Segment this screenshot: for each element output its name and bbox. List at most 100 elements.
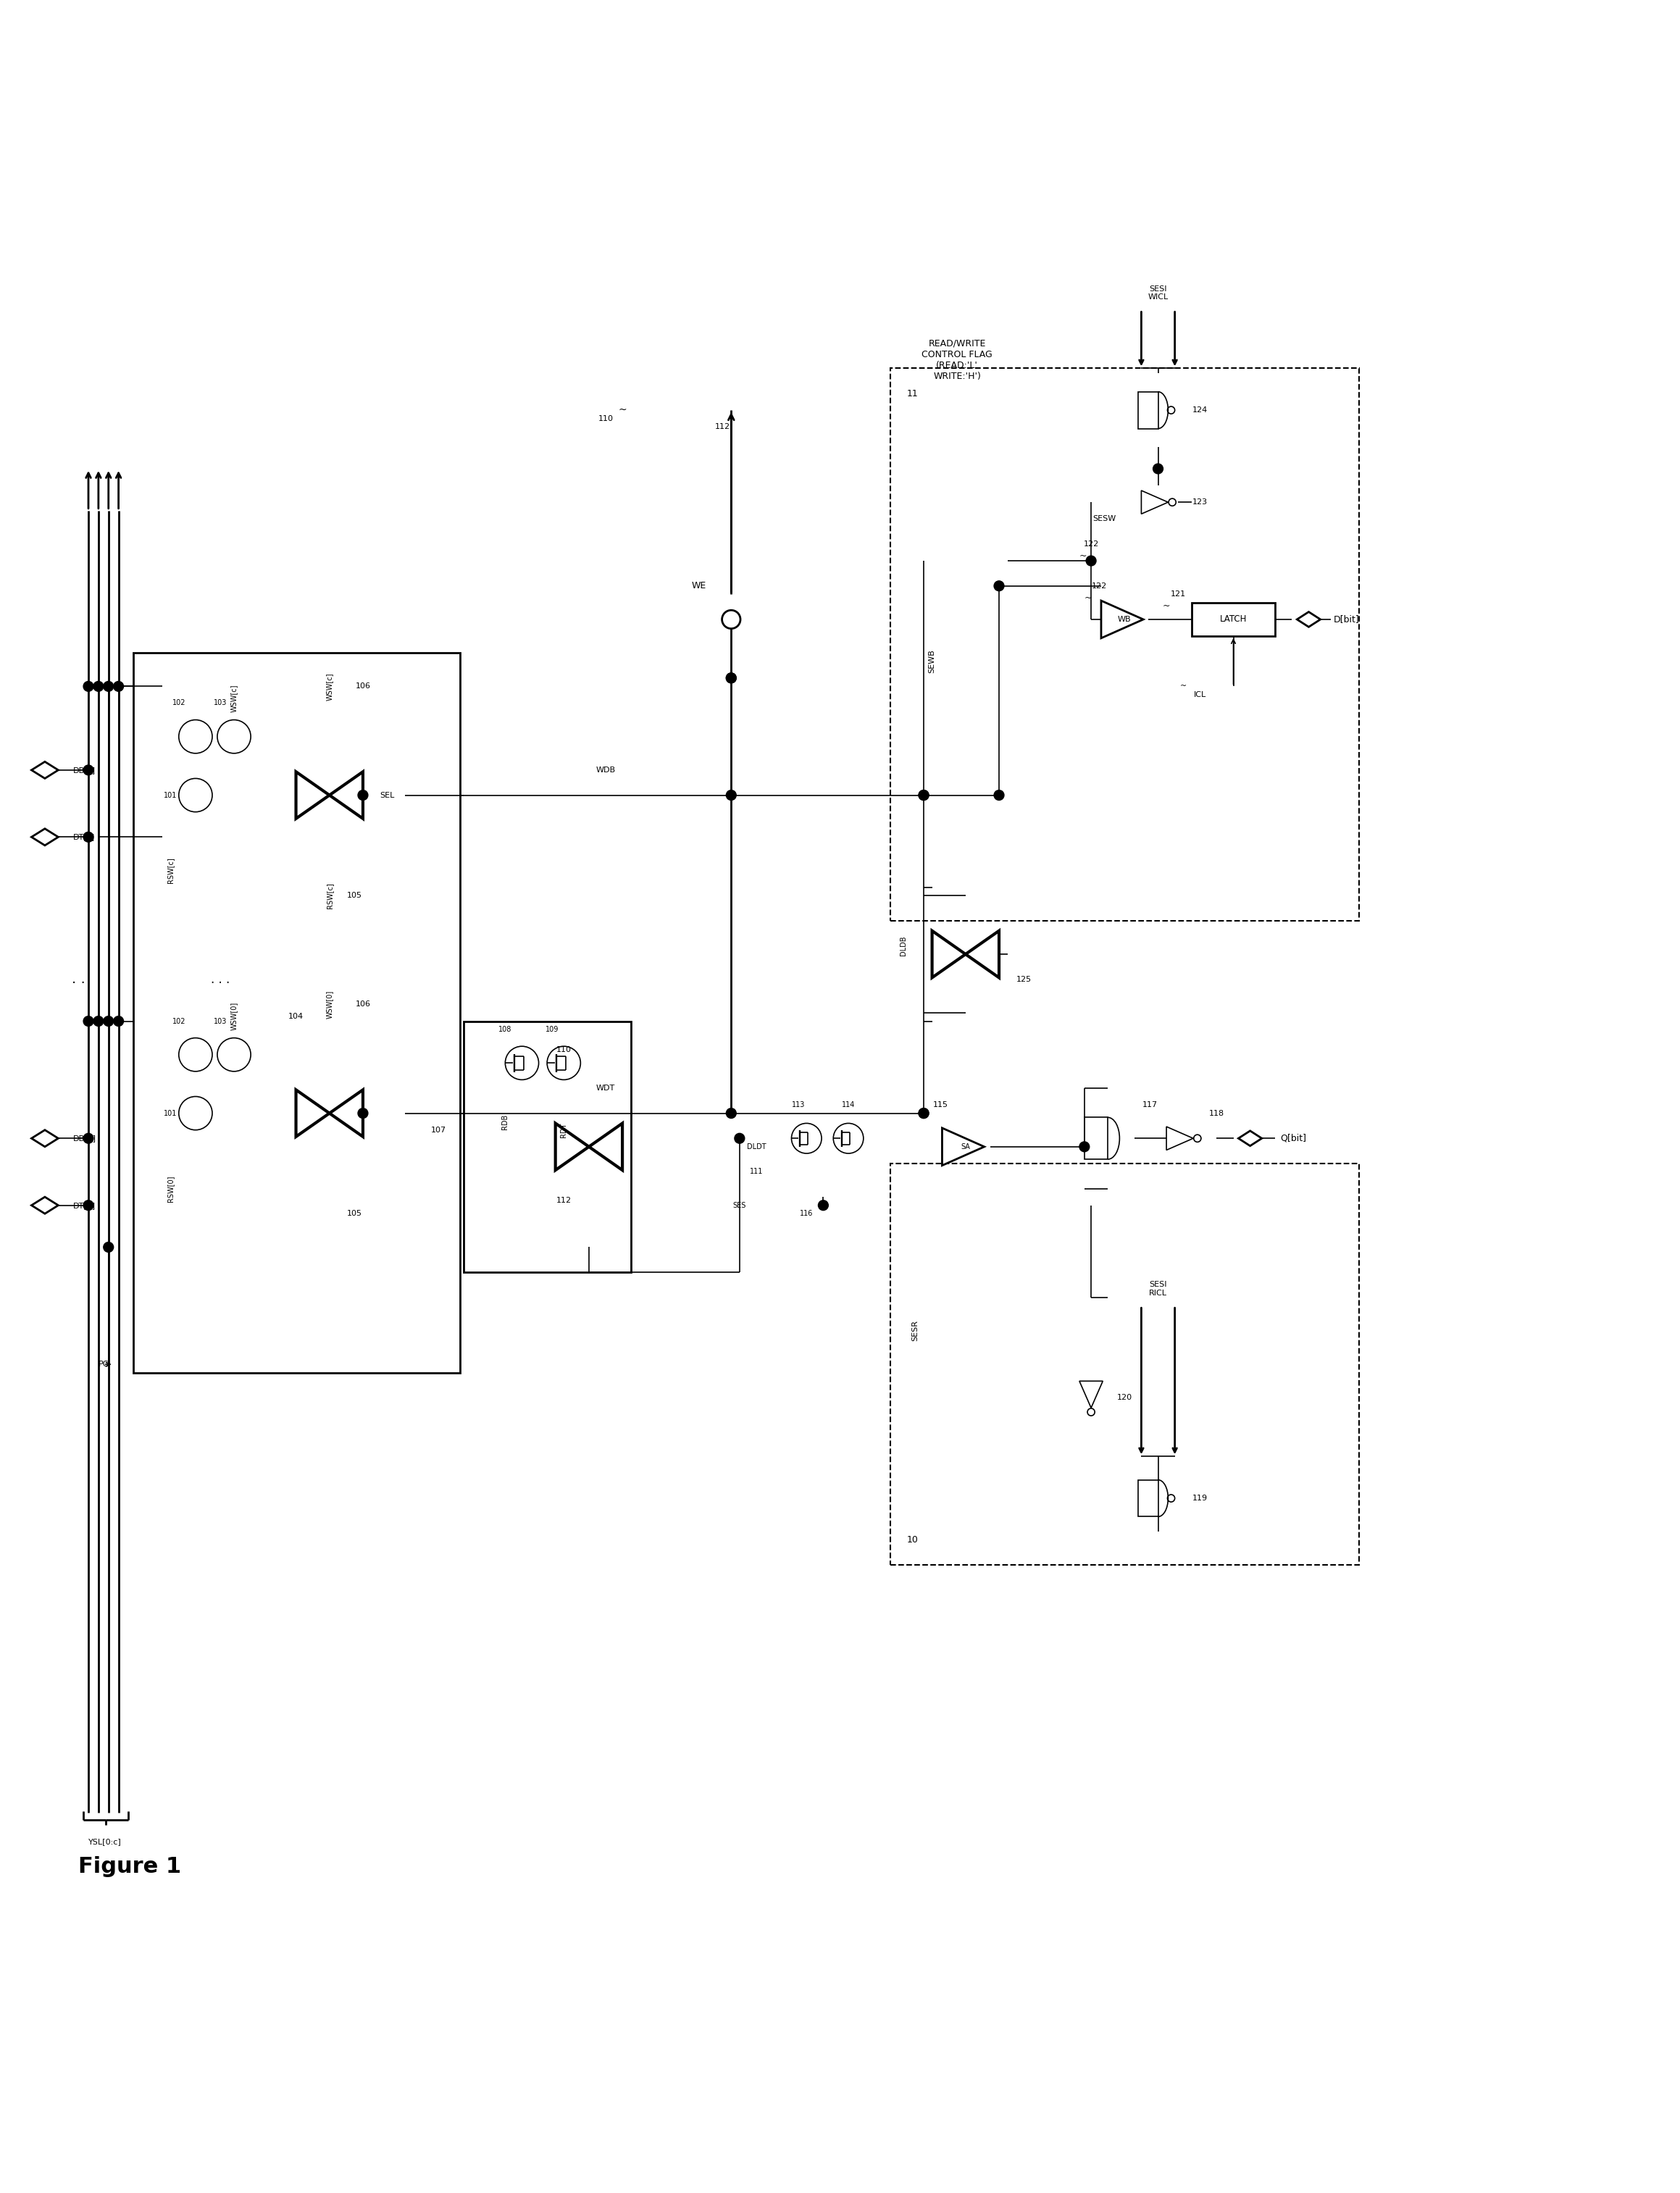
Circle shape xyxy=(84,831,94,842)
Circle shape xyxy=(726,1107,736,1118)
Circle shape xyxy=(919,1107,929,1118)
Circle shape xyxy=(919,789,929,800)
Text: 105: 105 xyxy=(348,893,363,899)
Text: 113: 113 xyxy=(791,1101,805,1107)
Text: 109: 109 xyxy=(546,1026,559,1033)
Text: 120: 120 xyxy=(1117,1395,1132,1401)
Circle shape xyxy=(1079,1143,1089,1151)
Circle shape xyxy=(358,1107,368,1118)
Text: WSW[0]: WSW[0] xyxy=(230,1002,237,1031)
Circle shape xyxy=(94,1015,104,1026)
Bar xyxy=(138,1013,405,1248)
Text: 123: 123 xyxy=(1193,498,1208,507)
Text: YSL[0:c]: YSL[0:c] xyxy=(89,1838,121,1844)
Bar xyxy=(890,368,1359,921)
Text: DT[c]: DT[c] xyxy=(74,833,96,840)
Circle shape xyxy=(94,682,104,691)
Circle shape xyxy=(734,1134,744,1143)
Text: LATCH: LATCH xyxy=(1220,614,1247,625)
Text: SA: SA xyxy=(961,1143,971,1151)
Circle shape xyxy=(84,682,94,691)
Text: DLDT: DLDT xyxy=(746,1143,766,1151)
Bar xyxy=(134,654,460,1373)
Circle shape xyxy=(726,789,736,800)
Circle shape xyxy=(1085,555,1095,566)
Text: 108: 108 xyxy=(499,1026,512,1033)
Polygon shape xyxy=(1100,601,1144,638)
Text: 117: 117 xyxy=(1142,1101,1158,1107)
Text: 114: 114 xyxy=(842,1101,855,1107)
Text: WSW[c]: WSW[c] xyxy=(326,673,333,700)
Text: DB[0]: DB[0] xyxy=(74,1134,96,1143)
Text: WDT: WDT xyxy=(596,1086,615,1092)
Text: SEWB: SEWB xyxy=(929,649,936,673)
Bar xyxy=(1137,1480,1158,1518)
Bar xyxy=(138,695,405,930)
Circle shape xyxy=(84,1015,94,1026)
Text: 118: 118 xyxy=(1210,1110,1225,1116)
Text: ~: ~ xyxy=(618,406,627,414)
Circle shape xyxy=(114,682,124,691)
Text: 112: 112 xyxy=(716,423,731,430)
Circle shape xyxy=(104,682,114,691)
Text: 116: 116 xyxy=(800,1211,813,1217)
Text: RSW[c]: RSW[c] xyxy=(166,857,175,884)
Text: SES: SES xyxy=(732,1202,746,1208)
Text: 111: 111 xyxy=(749,1169,763,1175)
Text: SESI
RICL: SESI RICL xyxy=(1149,1281,1168,1296)
Text: WE: WE xyxy=(692,581,706,590)
Circle shape xyxy=(114,1015,124,1026)
Text: 121: 121 xyxy=(1171,590,1186,599)
Circle shape xyxy=(104,1241,114,1252)
Circle shape xyxy=(995,581,1005,590)
Text: 107: 107 xyxy=(430,1127,445,1134)
Bar xyxy=(890,1164,1359,1566)
Text: RSW[c]: RSW[c] xyxy=(326,882,333,908)
Text: PC: PC xyxy=(97,1360,109,1368)
Text: 10: 10 xyxy=(907,1535,919,1544)
Text: 101: 101 xyxy=(163,1110,176,1116)
Text: 101: 101 xyxy=(163,792,176,798)
Text: D[bit]: D[bit] xyxy=(1334,614,1359,625)
Text: 102: 102 xyxy=(171,1018,185,1024)
Text: 104: 104 xyxy=(289,1013,304,1020)
Text: . .: . . xyxy=(72,971,86,987)
Text: 124: 124 xyxy=(1193,406,1208,414)
Text: 110: 110 xyxy=(598,414,613,421)
Text: 125: 125 xyxy=(1016,976,1032,982)
Text: WSW[c]: WSW[c] xyxy=(230,684,237,713)
Circle shape xyxy=(84,1200,94,1211)
Text: 110: 110 xyxy=(556,1046,571,1053)
Text: SESR: SESR xyxy=(912,1320,919,1342)
Polygon shape xyxy=(942,1127,984,1164)
Text: WB: WB xyxy=(1117,616,1131,623)
Text: RDT: RDT xyxy=(559,1123,568,1138)
Text: SEL: SEL xyxy=(380,792,395,798)
Text: DB[c]: DB[c] xyxy=(74,765,96,774)
Text: 122: 122 xyxy=(1092,583,1107,590)
Text: 106: 106 xyxy=(354,1000,371,1009)
Text: ICL: ICL xyxy=(1194,691,1206,697)
Bar xyxy=(464,1022,630,1272)
Text: READ/WRITE
CONTROL FLAG
(READ:'L'
WRITE:'H'): READ/WRITE CONTROL FLAG (READ:'L' WRITE:… xyxy=(922,340,993,382)
Bar xyxy=(1084,1118,1107,1160)
Circle shape xyxy=(726,673,736,682)
Text: 122: 122 xyxy=(1084,539,1099,548)
Text: 102: 102 xyxy=(171,700,185,706)
Text: SESW: SESW xyxy=(1094,515,1116,522)
Circle shape xyxy=(726,673,736,682)
Text: ~: ~ xyxy=(1084,592,1092,603)
Bar xyxy=(1137,393,1158,428)
Text: 11: 11 xyxy=(907,388,919,399)
Text: DT[0]: DT[0] xyxy=(74,1202,96,1208)
Text: 103: 103 xyxy=(213,700,227,706)
Text: SESI
WICL: SESI WICL xyxy=(1147,285,1168,300)
Text: 106: 106 xyxy=(354,682,371,691)
Text: 115: 115 xyxy=(932,1101,948,1107)
Circle shape xyxy=(995,789,1005,800)
Text: DLDB: DLDB xyxy=(900,936,907,956)
Circle shape xyxy=(919,1107,929,1118)
Text: Q[bit]: Q[bit] xyxy=(1280,1134,1307,1143)
Circle shape xyxy=(84,1134,94,1143)
Text: Figure 1: Figure 1 xyxy=(79,1855,181,1877)
